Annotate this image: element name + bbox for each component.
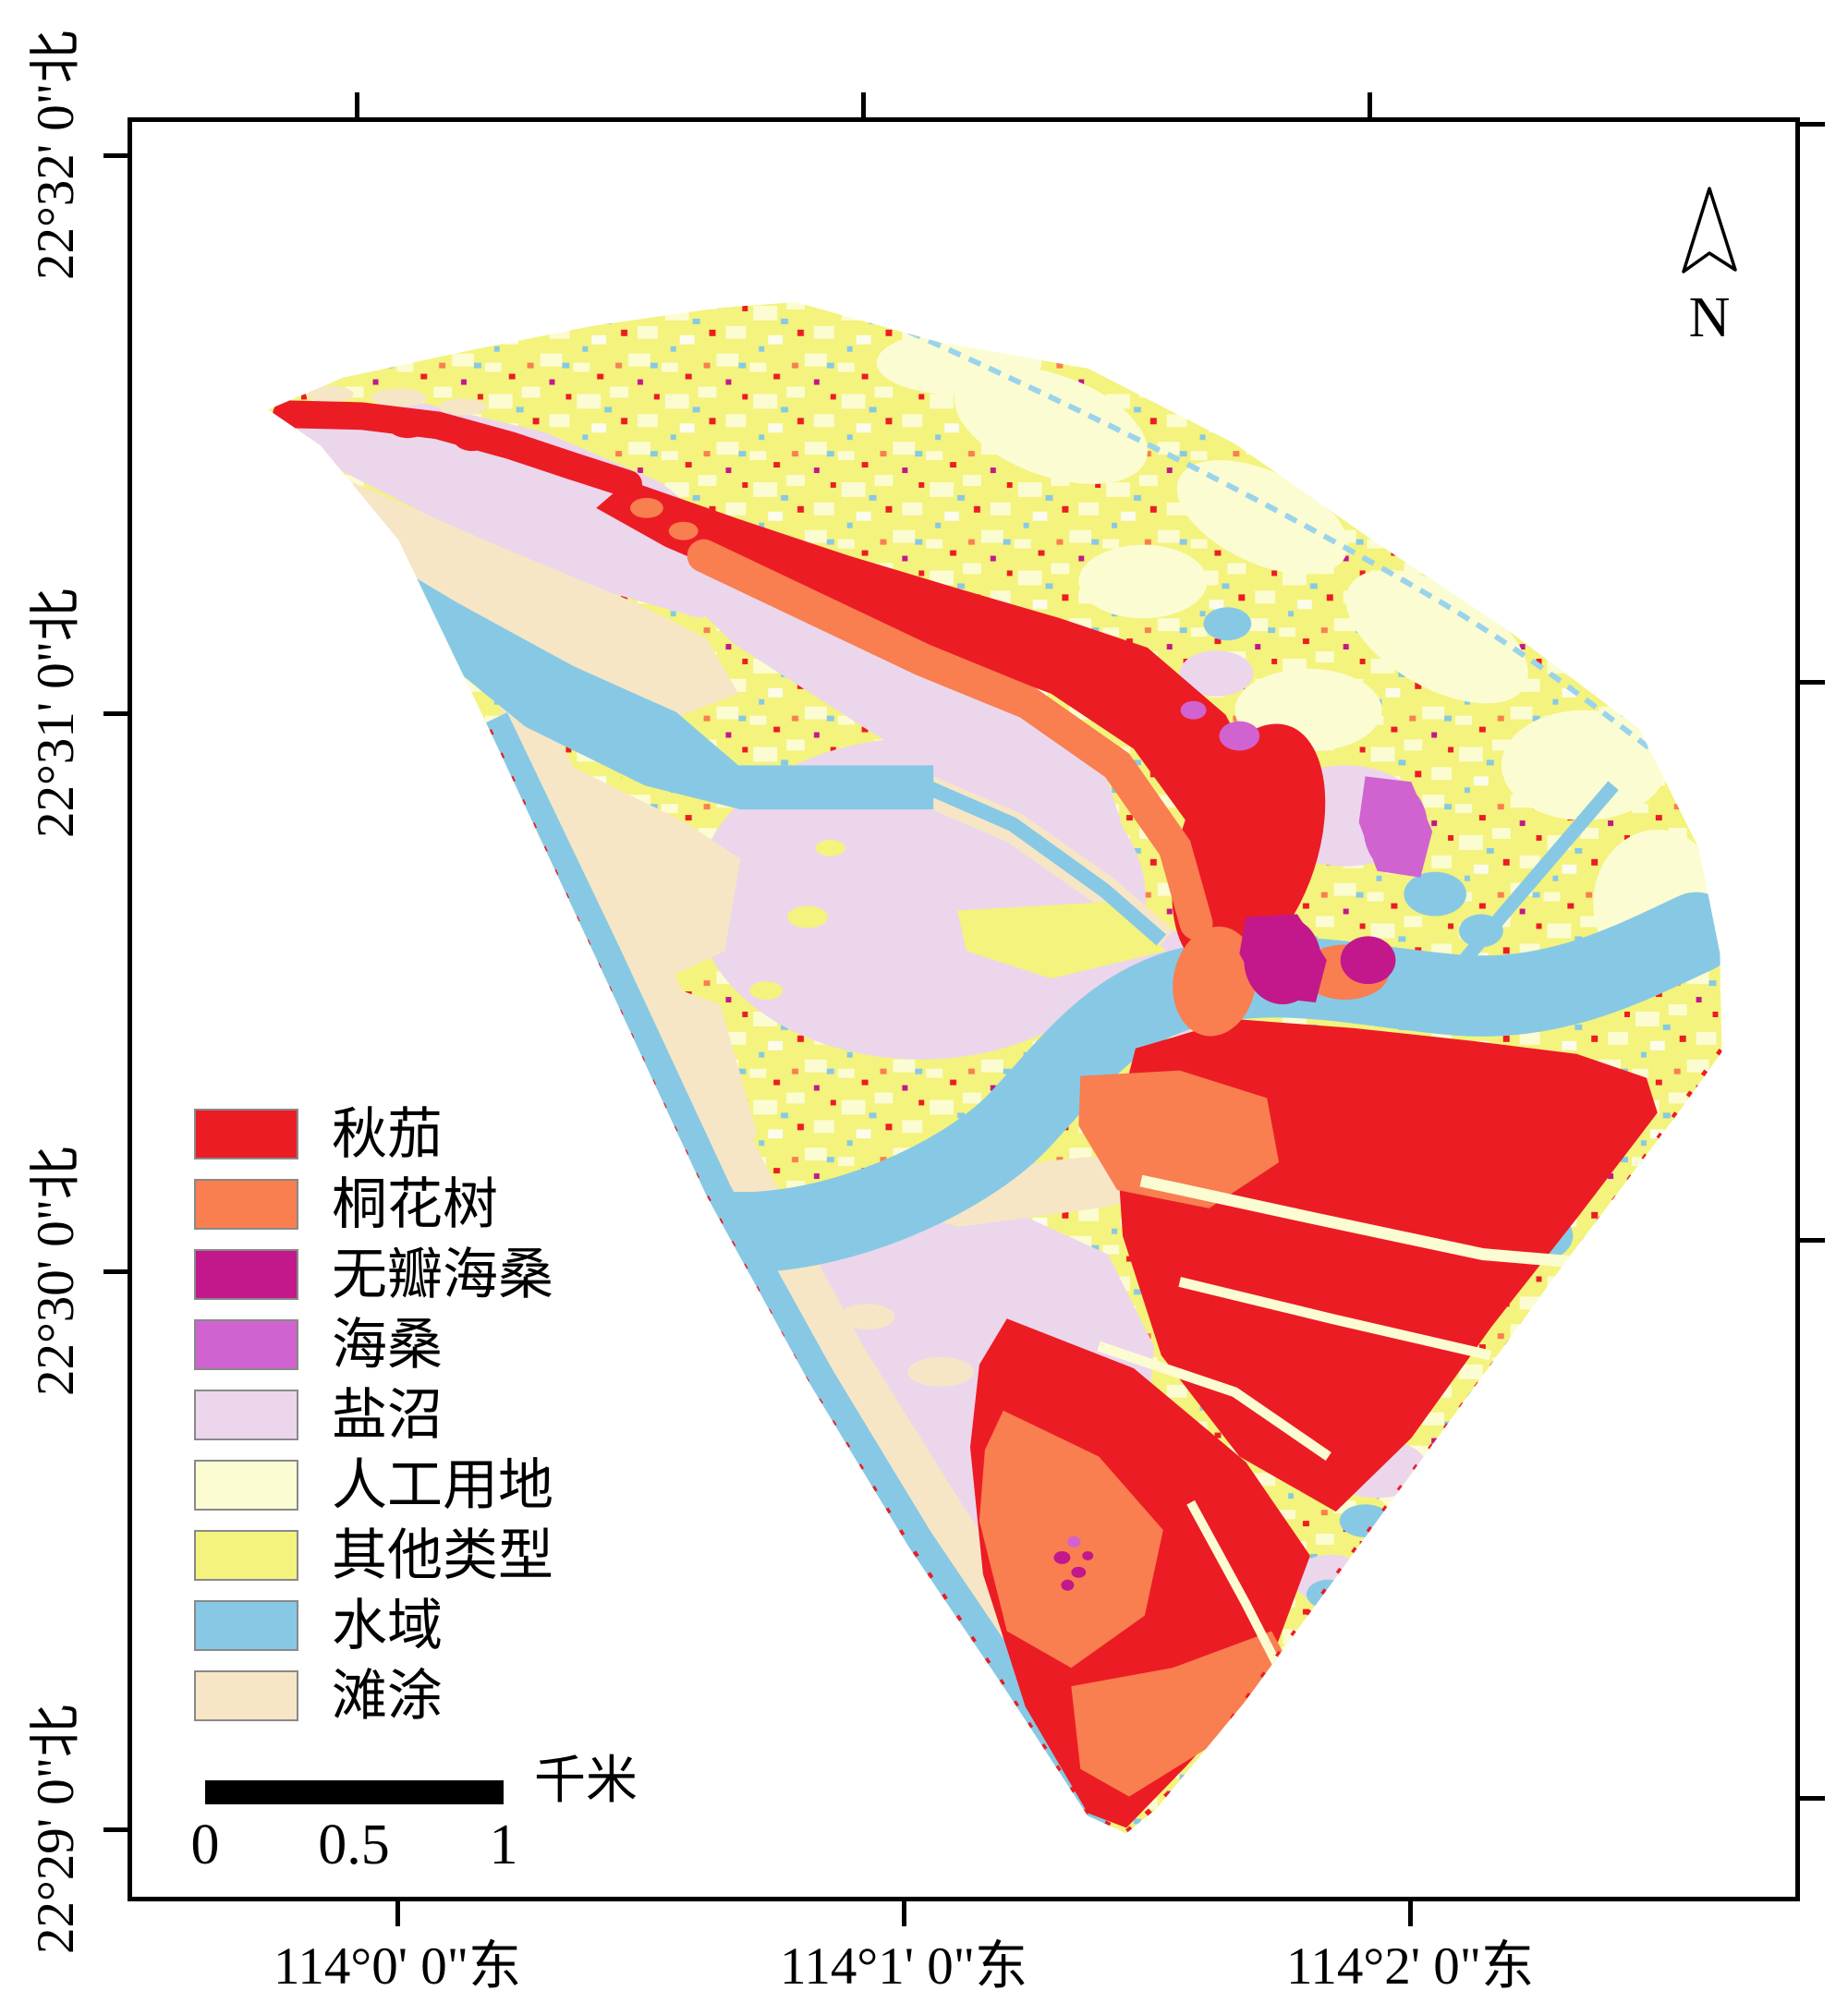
legend-item-salt-marsh: 盐沼 bbox=[194, 1384, 553, 1446]
legend-swatch-water bbox=[194, 1600, 298, 1651]
legend-label: 桐花树 bbox=[332, 1173, 498, 1235]
legend: 秋茄 桐花树 无瓣海桑 海桑 盐沼 人工用地 其他类型 水域 滩涂 bbox=[194, 1103, 553, 1727]
legend-item-kandelia: 秋茄 bbox=[194, 1103, 553, 1165]
tick-right-2229 bbox=[1800, 1796, 1825, 1801]
legend-label: 滩涂 bbox=[332, 1665, 443, 1727]
tick-bottom-1142 bbox=[1408, 1901, 1413, 1926]
legend-label: 秋茄 bbox=[332, 1103, 443, 1165]
tick-left-2231 bbox=[103, 711, 128, 716]
legend-item-water: 水域 bbox=[194, 1595, 553, 1657]
tick-top-1140 bbox=[355, 92, 359, 117]
lon-label-1142: 114°2' 0"东 bbox=[1286, 1937, 1534, 1996]
scale-bar-unit: 千米 bbox=[534, 1753, 638, 1810]
legend-item-sonneratia: 海桑 bbox=[194, 1314, 553, 1376]
north-arrow-label: N bbox=[1688, 286, 1731, 349]
legend-item-artificial-land: 人工用地 bbox=[194, 1454, 553, 1516]
scale-label-1: 1 bbox=[489, 1814, 518, 1876]
tick-right-2232 bbox=[1800, 122, 1825, 127]
region-sonneratia bbox=[1067, 700, 1433, 1548]
north-arrow-icon bbox=[1682, 187, 1737, 273]
legend-label: 海桑 bbox=[332, 1314, 443, 1376]
lon-label-1140: 114°0' 0"东 bbox=[274, 1937, 521, 1996]
legend-label: 水域 bbox=[332, 1595, 443, 1657]
region-aegiceras bbox=[630, 497, 1390, 1797]
legend-swatch-kandelia bbox=[194, 1109, 298, 1159]
legend-item-sonneratia-apetala: 无瓣海桑 bbox=[194, 1244, 553, 1305]
legend-swatch-other-types bbox=[194, 1530, 298, 1581]
legend-swatch-salt-marsh bbox=[194, 1390, 298, 1440]
tick-left-2230 bbox=[103, 1269, 128, 1274]
tick-right-2231 bbox=[1800, 680, 1825, 685]
tick-bottom-1141 bbox=[902, 1901, 906, 1926]
legend-item-other-types: 其他类型 bbox=[194, 1524, 553, 1586]
legend-label: 无瓣海桑 bbox=[332, 1244, 553, 1305]
tick-top-1142 bbox=[1368, 92, 1372, 117]
legend-label: 人工用地 bbox=[332, 1454, 553, 1516]
tick-bottom-1140 bbox=[395, 1901, 400, 1926]
legend-swatch-tidal-flat bbox=[194, 1670, 298, 1721]
legend-item-aegiceras: 桐花树 bbox=[194, 1173, 553, 1235]
tick-left-2232 bbox=[103, 153, 128, 158]
legend-swatch-artificial-land bbox=[194, 1460, 298, 1511]
legend-swatch-aegiceras bbox=[194, 1179, 298, 1230]
legend-swatch-sonneratia bbox=[194, 1319, 298, 1370]
scale-label-0: 0 bbox=[190, 1814, 220, 1876]
scale-label-05: 0.5 bbox=[318, 1814, 390, 1876]
classified-raster-map bbox=[268, 301, 1722, 1834]
boundary-speckles bbox=[485, 729, 1722, 1834]
map-frame bbox=[128, 117, 1800, 1901]
tick-left-2229 bbox=[103, 1827, 128, 1832]
lon-label-1141: 114°1' 0"东 bbox=[780, 1937, 1027, 1996]
legend-swatch-sonneratia-apetala bbox=[194, 1249, 298, 1300]
scale-bar bbox=[205, 1780, 504, 1804]
legend-item-tidal-flat: 滩涂 bbox=[194, 1665, 553, 1727]
north-arrow: N bbox=[1659, 181, 1760, 346]
legend-label: 盐沼 bbox=[332, 1384, 443, 1446]
tick-top-1141 bbox=[861, 92, 866, 117]
tidal-creek-lines bbox=[1097, 1174, 1626, 1678]
tick-right-2230 bbox=[1800, 1238, 1825, 1243]
legend-label: 其他类型 bbox=[332, 1524, 553, 1586]
